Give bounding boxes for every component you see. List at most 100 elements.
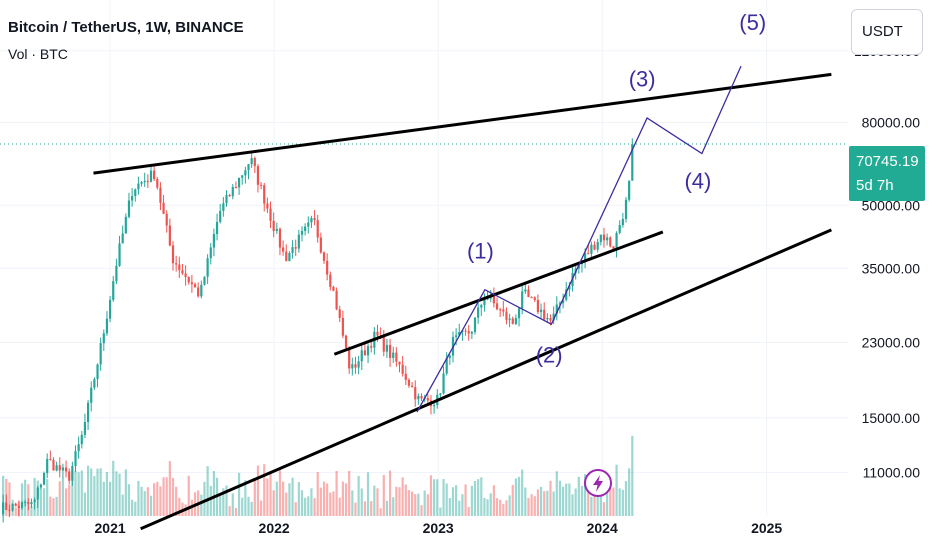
candle-body (477, 307, 480, 318)
volume-bar (282, 481, 285, 516)
volume-bar (624, 481, 628, 516)
candle-body (297, 234, 300, 249)
volume-bar (80, 470, 83, 516)
candle-body (319, 237, 322, 253)
volume-bar (612, 487, 615, 516)
volume-legend[interactable]: Vol · BTC (8, 46, 68, 62)
volume-bar (527, 497, 530, 516)
volume-bar (533, 496, 536, 516)
candle-body (49, 459, 52, 461)
volume-bar (127, 484, 131, 516)
candle-body (159, 187, 162, 203)
candle-body (533, 297, 536, 301)
candle-body (599, 234, 602, 242)
volume-bar (499, 499, 502, 516)
x-tick-label: 2025 (751, 520, 782, 536)
candle-body (149, 170, 153, 182)
volume-bar (8, 482, 11, 516)
volume-bar (228, 506, 231, 516)
x-tick-label: 2024 (587, 520, 618, 536)
volume-bar (272, 490, 275, 516)
candle-body (241, 175, 244, 178)
volume-bar (445, 483, 448, 516)
volume-bar (212, 470, 216, 516)
volume-bar (162, 477, 165, 516)
candle-body (517, 308, 521, 319)
y-tick-label: 15000.00 (862, 410, 921, 426)
candle-body (555, 304, 558, 314)
candle-body (401, 364, 404, 374)
elliott-wave-projection[interactable]: (1) (2) (3) (4) (5) (416, 10, 766, 413)
candle-body (215, 221, 219, 235)
volume-bar (206, 466, 209, 516)
candle-body (102, 333, 105, 344)
volume-bar (121, 494, 124, 516)
volume-bar (33, 477, 36, 516)
candle-body (20, 502, 24, 508)
candle-body (473, 317, 477, 332)
candle-body (178, 264, 181, 271)
volume-bar (64, 488, 68, 516)
candle-body (27, 501, 30, 505)
volume-bar (561, 486, 565, 516)
volume-bar (326, 483, 329, 516)
chart-header: Bitcoin / TetherUS, 1W, BINANCE Vol · BT… (8, 18, 244, 64)
volume-bar (153, 483, 156, 516)
candle-body (445, 357, 448, 374)
candle-body (17, 505, 20, 508)
volume-bar (55, 496, 58, 516)
volume-bar (263, 464, 266, 516)
candle-body (30, 502, 33, 505)
candle-body (360, 350, 363, 362)
candle-body (14, 503, 17, 506)
x-tick-label: 2021 (95, 520, 126, 536)
volume-bar (225, 485, 228, 516)
volume-bar (511, 484, 514, 516)
volume-bar (558, 480, 562, 516)
volume-bar (24, 479, 27, 516)
volume-bar (426, 494, 429, 516)
candle-body (228, 194, 231, 197)
candle-body (565, 289, 568, 300)
candle-body (558, 303, 562, 305)
candle-body (156, 179, 159, 188)
symbol-title[interactable]: Bitcoin / TetherUS, 1W, BINANCE (8, 19, 244, 36)
candle-body (112, 281, 115, 300)
candle-body (420, 396, 423, 399)
replay-icon[interactable] (584, 469, 612, 497)
volume-bar (439, 507, 442, 516)
volume-bar (373, 485, 376, 516)
candle-body (259, 184, 263, 186)
candle-body (80, 434, 83, 445)
candle-body (187, 276, 190, 283)
volume-bar (52, 498, 55, 516)
y-axis[interactable]: 120000.0080000.0050000.0035000.0023000.0… (854, 43, 920, 481)
y-tick-label: 50000.00 (862, 197, 921, 213)
volume-bar (348, 470, 351, 516)
x-axis[interactable]: 2021 2022 2023 2024 2025 (95, 520, 783, 536)
volume-bar (584, 474, 587, 516)
volume-bar (74, 470, 77, 516)
volume-bar (68, 484, 71, 516)
candle-body (24, 501, 27, 503)
candle-body (341, 317, 344, 336)
candle-body (190, 282, 193, 285)
volume-bar (20, 483, 24, 516)
volume-bar (552, 491, 555, 516)
candle-body (282, 247, 285, 252)
candle-body (200, 284, 203, 297)
currency-button[interactable]: USDT (851, 9, 923, 55)
volume-bar (291, 477, 294, 516)
candle-body (105, 318, 109, 334)
candle-body (329, 274, 332, 287)
trendlines[interactable] (93, 72, 832, 531)
volume-bar (222, 488, 225, 516)
volume-bar (134, 501, 137, 516)
volume-bar (319, 487, 322, 516)
candle-body (146, 180, 149, 182)
volume-bar (99, 468, 102, 516)
volume-bar (486, 499, 489, 516)
volume-bar (530, 494, 533, 516)
volume-bar (492, 485, 495, 516)
